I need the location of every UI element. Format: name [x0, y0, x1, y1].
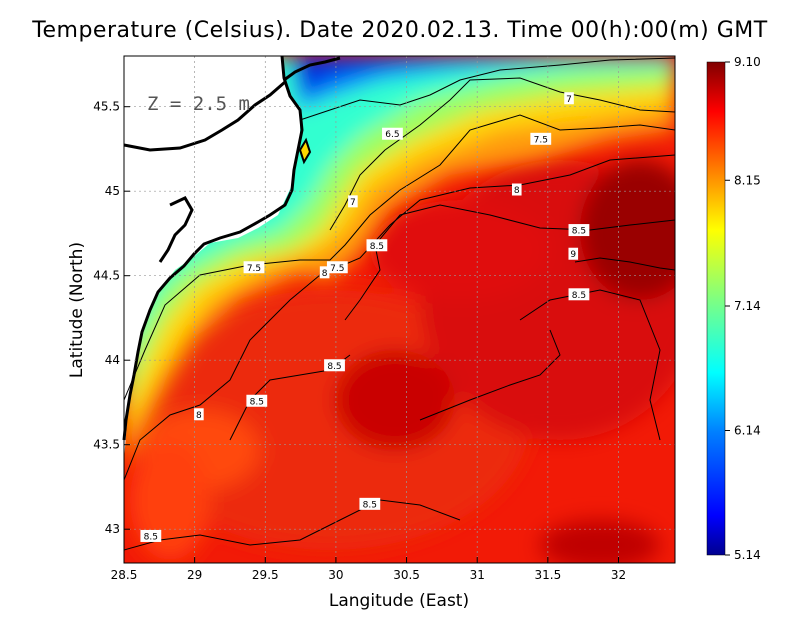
y-tick-label: 45	[105, 184, 120, 198]
contour-label: 7.5	[330, 264, 344, 274]
grid-lines	[124, 56, 675, 563]
y-tick-label: 44	[105, 353, 120, 367]
depth-label: Z = 2.5 m	[147, 93, 250, 115]
contour-label: 7	[350, 198, 356, 208]
contour-line-9	[574, 257, 675, 271]
y-axis-ticks: 43 43.5 44 44.5 45 45.5	[93, 100, 130, 536]
contour-label: 9	[570, 250, 576, 260]
contour-label-box	[568, 288, 590, 301]
x-tick-label: 32	[611, 568, 626, 582]
x-tick-label: 31.5	[534, 568, 561, 582]
chart-title: Temperature (Celsius). Date 2020.02.13. …	[32, 18, 768, 43]
contour-label: 6.5	[385, 130, 399, 140]
contour-label-box	[564, 92, 574, 105]
contour-line-8-5-central	[419, 329, 561, 421]
contour-label: 8.5	[363, 500, 377, 510]
x-axis-label: Langitude (East)	[329, 591, 469, 611]
y-tick-label: 44.5	[93, 269, 120, 283]
contour-label: 8	[196, 411, 202, 421]
contour-label: 8	[514, 186, 520, 196]
contour-label: 7	[566, 95, 572, 105]
contour-label: 8.5	[327, 362, 341, 372]
x-tick-label: 30	[328, 568, 343, 582]
contour-label-box	[511, 183, 522, 196]
coastline-inlet	[158, 196, 194, 263]
contour-label-box	[359, 497, 381, 510]
colorbar-ticks: 9.10 8.15 7.14 6.14 5.14	[725, 55, 761, 562]
colorbar-tick-label: 9.10	[734, 55, 761, 69]
x-tick-label: 28.5	[111, 568, 138, 582]
contour-lines	[124, 57, 675, 551]
y-tick-label: 43.5	[93, 438, 120, 452]
contour-line-7	[329, 77, 675, 231]
y-tick-label: 43	[105, 522, 120, 536]
contour-label-box	[243, 261, 265, 274]
contour-label-box	[382, 127, 403, 140]
y-axis-label: Latitude (North)	[67, 242, 87, 378]
x-axis-ticks: 28.5 29 29.5 30 30.5 31 31.5 32	[111, 557, 626, 582]
x-tick-label: 29.5	[252, 568, 279, 582]
contour-label-box	[366, 239, 388, 252]
contour-label-box	[568, 224, 590, 237]
colorbar-tick-label: 6.14	[734, 424, 761, 438]
island-outline	[298, 137, 312, 165]
coastline	[122, 55, 304, 441]
x-tick-label: 31	[470, 568, 485, 582]
contour-label-box	[194, 408, 204, 421]
contour-label-box	[319, 266, 330, 279]
contour-label-box	[530, 132, 552, 145]
contour-label-box	[348, 195, 358, 208]
contour-line-8-5-north	[344, 204, 675, 321]
contour-label: 8.5	[144, 532, 158, 542]
delta-channel	[283, 56, 341, 82]
plot-frame	[123, 55, 676, 564]
contour-label: 7.5	[534, 135, 548, 145]
x-tick-label: 29	[187, 568, 202, 582]
contour-label: 8.5	[572, 291, 586, 301]
coastline-lagoon	[123, 80, 286, 152]
contour-line-8-5-south	[124, 499, 461, 551]
colorbar-tick-label: 7.14	[734, 299, 761, 313]
contour-label: 8.5	[370, 242, 384, 252]
contour-label: 7.5	[247, 264, 261, 274]
contour-label-box	[324, 359, 345, 372]
contour-label-box	[326, 261, 348, 274]
contour-label: 8.5	[572, 227, 586, 237]
x-tick-label: 30.5	[393, 568, 420, 582]
contour-label-box	[140, 529, 162, 542]
contour-label: 8.5	[250, 397, 264, 407]
colorbar	[706, 61, 726, 556]
contour-line-8-5-east	[519, 289, 661, 441]
colorbar-tick-label: 8.15	[734, 173, 761, 187]
contour-label: 8	[322, 269, 328, 279]
contour-label-box	[246, 394, 268, 407]
contour-line-6-5	[299, 57, 675, 121]
contour-label-box	[568, 247, 579, 260]
contour-line-7-5	[124, 114, 675, 401]
land-mass	[124, 56, 300, 460]
colorbar-tick-label: 5.14	[734, 548, 761, 562]
y-tick-label: 45.5	[93, 100, 120, 114]
